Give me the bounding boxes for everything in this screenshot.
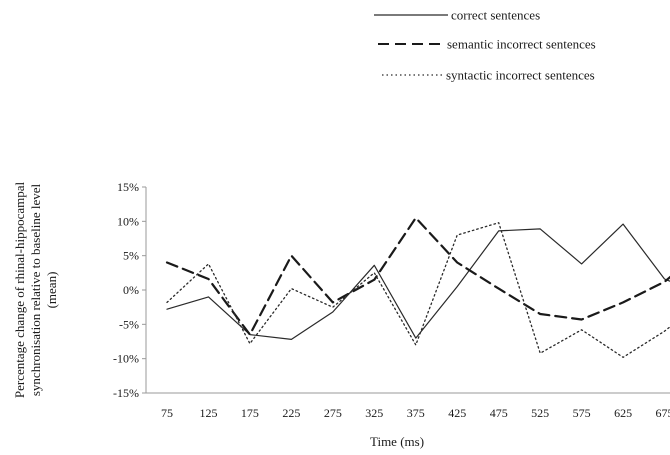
y-tick-label: 15% [117, 180, 139, 194]
legend-item-semantic: semantic incorrect sentences [378, 37, 596, 52]
series-syntactic-incorrect [166, 222, 670, 358]
y-axis-title: Percentage change of rhinal-hippocampal … [12, 182, 59, 399]
x-tick-label: 425 [448, 406, 466, 420]
series-layer [165, 216, 670, 358]
legend-item-correct: correct sentences [374, 8, 540, 23]
y-axis-title-line-3: (mean) [44, 272, 59, 309]
y-axis-title-line-1: Percentage change of rhinal-hippocampal [12, 182, 27, 399]
axes [145, 187, 670, 394]
legend-item-syntactic: syntactic incorrect sentences [382, 68, 595, 83]
legend-label-correct: correct sentences [451, 8, 540, 23]
legend: correct sentences semantic incorrect sen… [374, 8, 596, 83]
x-tick-label: 125 [199, 406, 217, 420]
x-tick-label: 575 [573, 406, 591, 420]
y-axis-title-line-2: synchronisation relative to baseline lev… [28, 183, 43, 396]
x-ticks: 7512517522527532537542547552557562567572… [161, 406, 670, 420]
y-tick-label: 5% [123, 249, 139, 263]
y-tick-label: 10% [117, 214, 139, 228]
series-correct-sentences [166, 223, 670, 340]
x-tick-label: 375 [407, 406, 425, 420]
y-ticks: -15% -10% -5% 0% 5% 10% 15% [113, 180, 146, 400]
legend-label-syntactic: syntactic incorrect sentences [446, 68, 595, 83]
x-tick-label: 675 [656, 406, 670, 420]
x-tick-label: 525 [531, 406, 549, 420]
legend-label-semantic: semantic incorrect sentences [447, 37, 596, 52]
y-tick-label: -10% [113, 352, 139, 366]
x-tick-label: 625 [614, 406, 632, 420]
x-tick-label: 275 [324, 406, 342, 420]
x-axis-title: Time (ms) [370, 434, 424, 449]
x-tick-label: 75 [161, 406, 173, 420]
y-tick-label: -15% [113, 386, 139, 400]
y-tick-label: 0% [123, 283, 139, 297]
x-tick-label: 325 [365, 406, 383, 420]
x-tick-label: 225 [282, 406, 300, 420]
y-tick-label: -5% [119, 317, 139, 331]
x-tick-label: 475 [490, 406, 508, 420]
series-semantic-incorrect [165, 216, 670, 336]
x-tick-label: 175 [241, 406, 259, 420]
